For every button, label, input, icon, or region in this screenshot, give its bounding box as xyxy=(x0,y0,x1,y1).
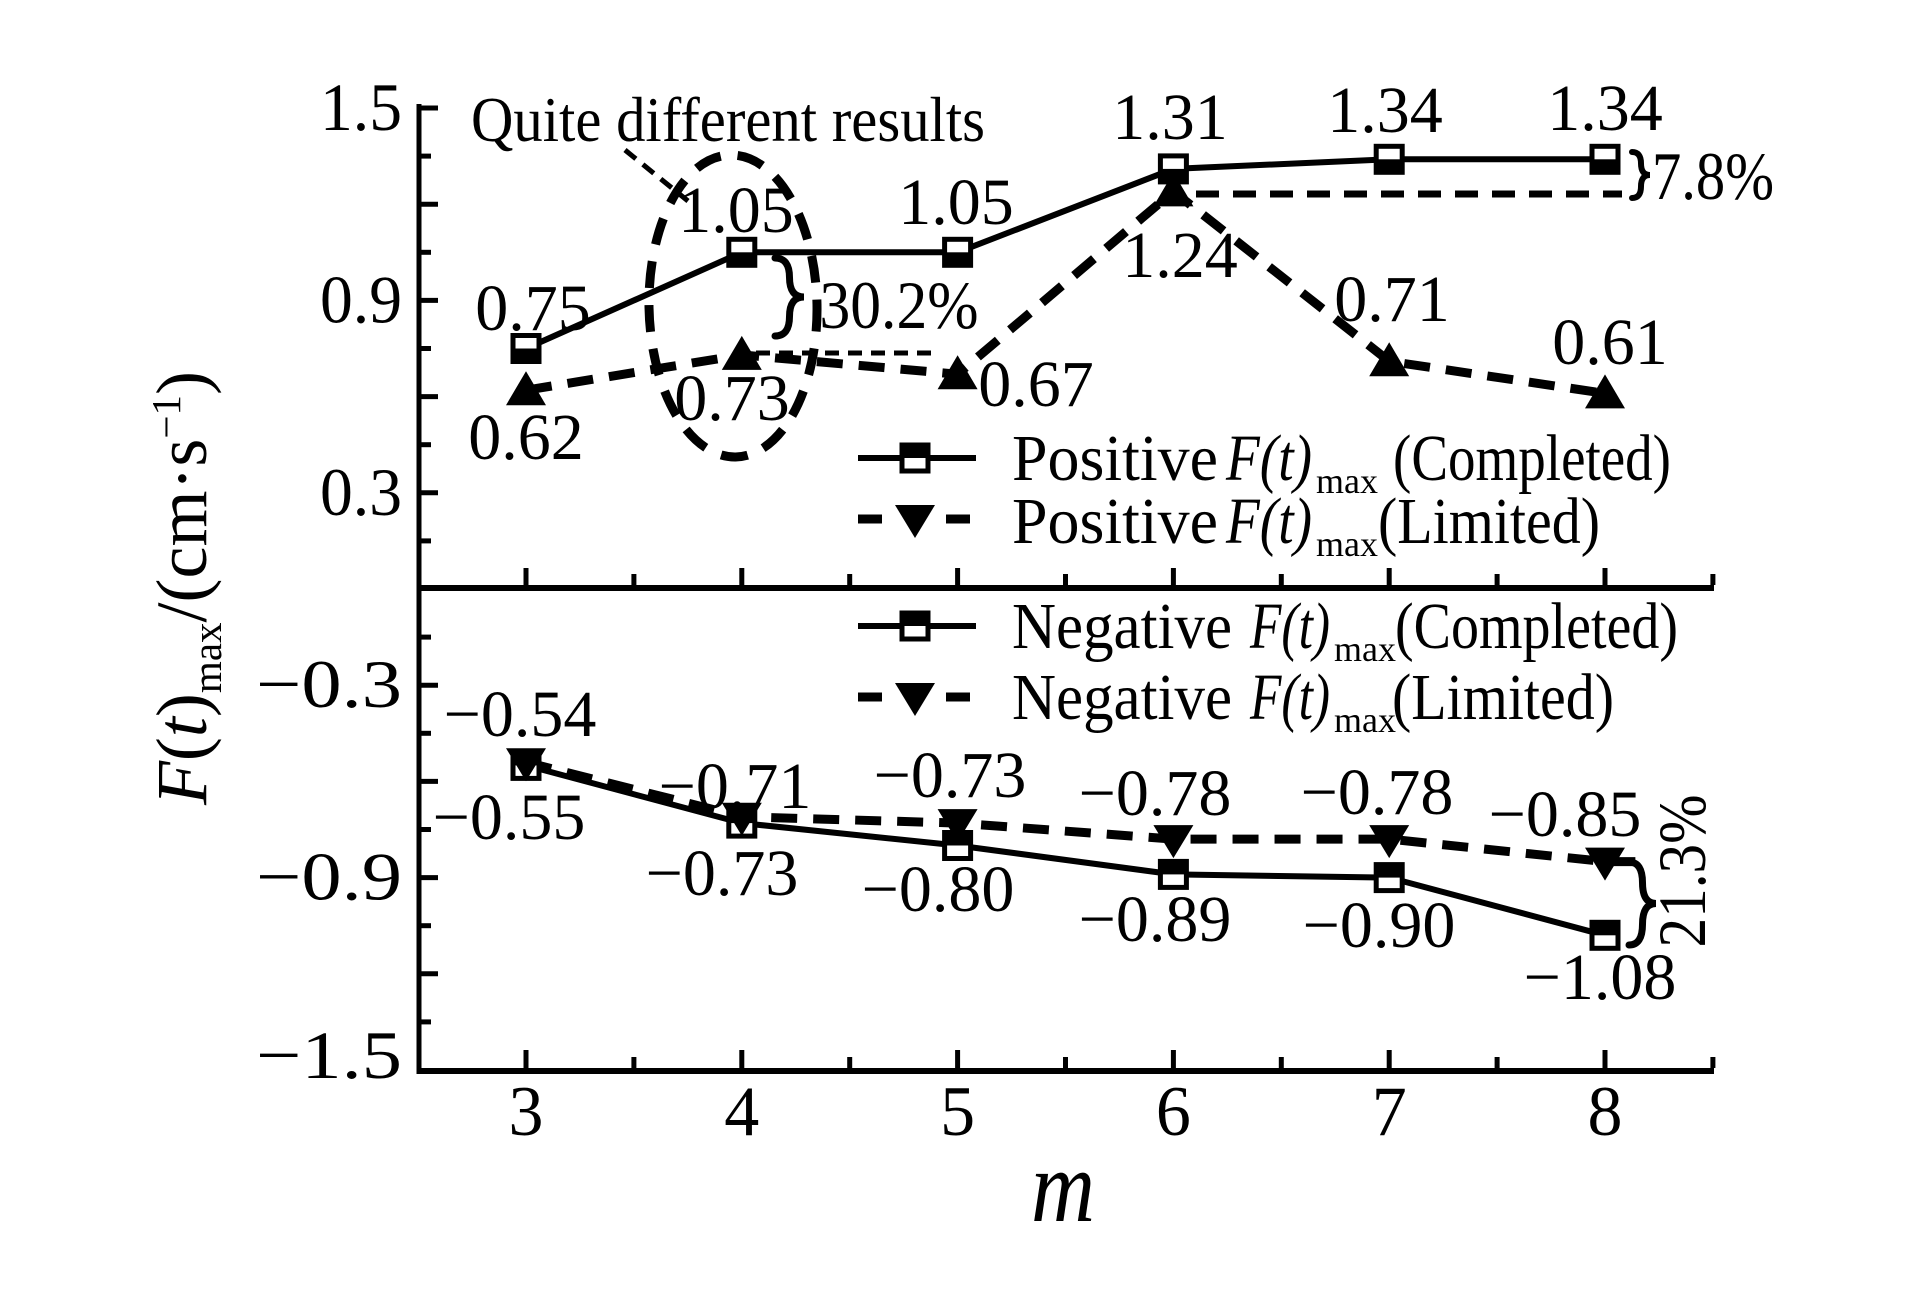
svg-text:0.3: 0.3 xyxy=(320,454,402,530)
svg-text:0.67: 0.67 xyxy=(978,348,1094,421)
svg-text:0.62: 0.62 xyxy=(468,401,584,474)
svg-text:Negative: Negative xyxy=(1012,661,1232,734)
svg-text:21.3%: 21.3% xyxy=(1644,795,1720,948)
svg-text:0.75: 0.75 xyxy=(475,272,591,345)
svg-text:F(t): F(t) xyxy=(1225,422,1312,495)
svg-text:1.5: 1.5 xyxy=(320,69,402,145)
svg-text:Positive: Positive xyxy=(1012,422,1218,495)
svg-text:max: max xyxy=(1316,524,1378,564)
svg-text:4: 4 xyxy=(724,1073,759,1151)
svg-text:max: max xyxy=(1334,700,1396,740)
svg-text:7: 7 xyxy=(1372,1073,1407,1151)
svg-text:F(t): F(t) xyxy=(1249,661,1330,734)
svg-text:3: 3 xyxy=(509,1073,544,1151)
svg-text:max: max xyxy=(1334,629,1396,669)
svg-text:F(t): F(t) xyxy=(1249,590,1330,663)
svg-text:−0.73: −0.73 xyxy=(646,837,799,910)
svg-text:−0.54: −0.54 xyxy=(444,678,597,751)
svg-text:1.24: 1.24 xyxy=(1122,219,1238,292)
svg-text:7.8%: 7.8% xyxy=(1652,138,1774,214)
svg-text:−0.80: −0.80 xyxy=(862,853,1015,926)
svg-text:−0.90: −0.90 xyxy=(1303,889,1456,962)
svg-text:1.05: 1.05 xyxy=(678,174,794,247)
svg-text:max: max xyxy=(1316,461,1378,501)
svg-text:0.71: 0.71 xyxy=(1334,263,1450,336)
svg-text:−0.78: −0.78 xyxy=(1079,757,1232,830)
svg-text:−0.71: −0.71 xyxy=(659,750,812,823)
svg-text:(Limited): (Limited) xyxy=(1378,485,1600,558)
svg-text:1.05: 1.05 xyxy=(898,166,1014,239)
svg-text:−0.85: −0.85 xyxy=(1489,778,1642,851)
svg-text:−0.9: −0.9 xyxy=(256,839,402,915)
svg-text:0.61: 0.61 xyxy=(1552,306,1668,379)
svg-text:1.34: 1.34 xyxy=(1327,74,1443,147)
svg-text:F(t)max/(cm·s−1): F(t)max/(cm·s−1) xyxy=(142,371,230,806)
svg-text:1.34: 1.34 xyxy=(1547,72,1663,145)
svg-text:1.31: 1.31 xyxy=(1112,81,1228,154)
svg-text:−0.89: −0.89 xyxy=(1079,883,1232,956)
svg-text:(Completed): (Completed) xyxy=(1395,590,1678,663)
svg-text:−0.3: −0.3 xyxy=(256,646,402,722)
svg-text:5: 5 xyxy=(940,1073,975,1151)
svg-text:0.9: 0.9 xyxy=(320,261,402,337)
svg-text:−0.55: −0.55 xyxy=(433,781,586,854)
svg-text:Quite different results: Quite different results xyxy=(471,85,985,155)
svg-text:Positive: Positive xyxy=(1012,485,1218,558)
svg-text:F(t): F(t) xyxy=(1225,485,1312,558)
svg-text:−0.73: −0.73 xyxy=(874,739,1027,812)
svg-text:30.2%: 30.2% xyxy=(820,267,979,343)
svg-text:−1.5: −1.5 xyxy=(256,1017,402,1093)
svg-text:6: 6 xyxy=(1156,1073,1191,1151)
svg-text:(Completed): (Completed) xyxy=(1393,422,1671,495)
svg-text:−1.08: −1.08 xyxy=(1524,941,1677,1014)
svg-text:Negative: Negative xyxy=(1012,590,1232,663)
svg-text:(Limited): (Limited) xyxy=(1392,661,1614,734)
svg-text:m: m xyxy=(1031,1130,1095,1244)
svg-text:8: 8 xyxy=(1588,1073,1623,1151)
svg-text:−0.78: −0.78 xyxy=(1301,756,1454,829)
svg-text:0.73: 0.73 xyxy=(674,362,790,435)
